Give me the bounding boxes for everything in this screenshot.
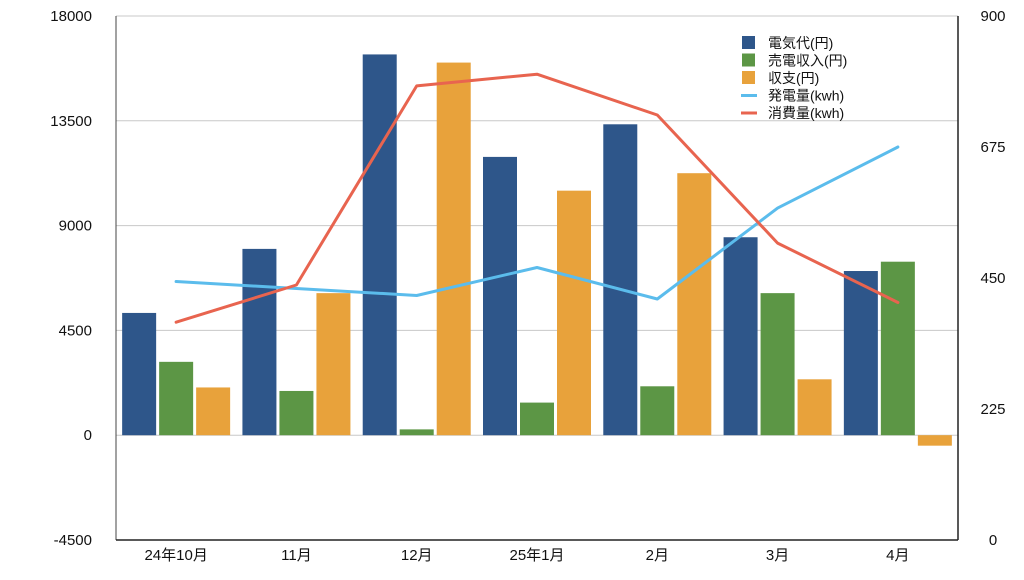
bar (159, 361, 194, 436)
legend-label: 収支(円) (768, 70, 819, 86)
bar (242, 248, 277, 436)
gridlines (116, 15, 958, 436)
legend-label: 消費量(kwh) (768, 105, 844, 121)
bar (843, 271, 878, 436)
bar (603, 124, 638, 436)
legend-swatch (742, 53, 755, 67)
left-tick-label: 18000 (50, 8, 92, 25)
x-axis-ticks: 24年10月 11月 12月 25年1月 2月 3月 4月 (144, 547, 909, 564)
right-tick-label: 900 (980, 8, 1005, 25)
legend-swatch (742, 71, 755, 84)
x-tick-label: 11月 (281, 547, 312, 564)
x-tick-label: 3月 (766, 547, 789, 564)
left-tick-label: 0 (84, 427, 92, 444)
left-tick-label: 4500 (59, 322, 92, 339)
right-axis-ticks: 900 675 450 225 0 (980, 8, 1005, 549)
bar (677, 173, 712, 436)
right-tick-label: 0 (989, 532, 997, 549)
x-tick-label: 2月 (646, 547, 669, 564)
series-line (174, 72, 900, 324)
bar (520, 402, 554, 436)
bar (196, 387, 231, 436)
legend: 電気代(円) 売電収入(円)収支(円) 発電量(kwh)消費量(kwh) (741, 35, 847, 121)
line-series (174, 72, 900, 324)
bar (436, 62, 471, 436)
x-tick-label: 12月 (401, 547, 433, 564)
left-tick-label: -4500 (54, 532, 92, 549)
x-tick-label: 4月 (886, 547, 909, 564)
bar (362, 54, 397, 436)
bar (917, 435, 952, 446)
legend-label: 売電収入(円) (768, 53, 847, 69)
bar (760, 293, 795, 436)
legend-swatch (742, 36, 755, 49)
right-tick-label: 225 (980, 401, 1005, 418)
x-tick-label: 25年1月 (509, 547, 564, 564)
bar (279, 390, 314, 436)
right-tick-label: 675 (980, 139, 1005, 156)
legend-label: 発電量(kwh) (768, 88, 844, 104)
bar-series (122, 54, 952, 446)
bar (723, 237, 758, 436)
series-line (174, 145, 900, 301)
left-tick-label: 9000 (59, 218, 92, 235)
bar (797, 379, 832, 436)
bar (483, 156, 517, 436)
left-tick-label: 13500 (50, 113, 92, 130)
left-axis-ticks: 18000 13500 9000 4500 0 -4500 (50, 8, 92, 549)
bar (880, 261, 915, 436)
bar (316, 293, 351, 436)
axes (115, 16, 959, 541)
bar (399, 429, 434, 436)
legend-label: 電気代(円) (768, 35, 833, 51)
bar (122, 312, 157, 436)
x-tick-label: 24年10月 (144, 547, 207, 564)
bar (557, 190, 591, 436)
right-tick-label: 450 (980, 270, 1005, 287)
bar (640, 386, 675, 436)
